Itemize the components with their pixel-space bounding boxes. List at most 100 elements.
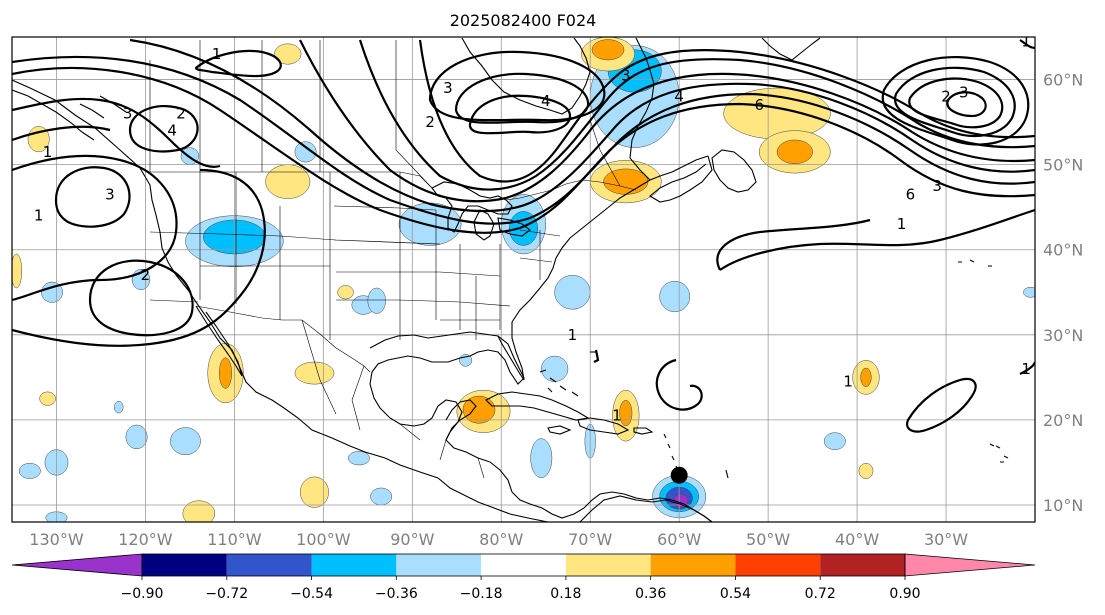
lon-tick-label-3: 100°W (296, 530, 351, 549)
lon-tick-label-5: 80°W (479, 530, 523, 549)
contour-label-17: 3 (932, 177, 942, 195)
shading-blob-23 (462, 395, 496, 424)
contour-label-16: 6 (906, 185, 916, 203)
lon-tick-label-10: 30°W (924, 530, 968, 549)
coastline-newfoundland (711, 149, 757, 193)
state-borders (149, 40, 637, 479)
contour-alaska (194, 49, 282, 78)
colorbar-label-8: 0.72 (805, 586, 836, 602)
shading-blob-27 (860, 367, 872, 387)
shading-blob-21 (294, 361, 335, 385)
colorbar-segment-0 (142, 554, 227, 576)
contour-label-23: 1 (612, 407, 622, 425)
contour-ridge-4 (946, 91, 987, 118)
lon-tick-label-1: 120°W (118, 530, 173, 549)
contour-label-2: 4 (167, 122, 177, 140)
shading-blob-8 (591, 39, 625, 61)
coastline-na-west (12, 79, 549, 522)
contour-pacific-2 (54, 166, 131, 228)
contour-trough-3 (468, 94, 572, 135)
contour-trough-1 (428, 50, 606, 122)
contour-pacific-1 (128, 105, 199, 153)
contour-label-0: 1 (212, 45, 222, 63)
colorbar-label-7: 0.54 (720, 586, 751, 602)
contour-label-8: 3 (443, 79, 453, 97)
storm-center-marker (670, 466, 688, 484)
contour-ridge-2 (893, 66, 1016, 138)
contour-label-21: 1 (1021, 360, 1031, 378)
lat-tick-label-4: 50°N (1043, 156, 1083, 175)
shading-blob-14 (265, 164, 311, 199)
contour-label-10: 4 (541, 92, 551, 110)
contour-pacific-4 (88, 259, 194, 337)
shading-blob-25 (619, 400, 633, 427)
map-frame (11, 36, 1036, 523)
contour-label-15: 3 (959, 83, 969, 101)
coastline-puerto-rico (633, 427, 654, 435)
coastline-south-america (579, 495, 713, 522)
contour-label-12: 4 (674, 88, 684, 106)
us-state-borders (149, 172, 561, 340)
shading-blob-37 (182, 500, 216, 522)
shading-blob-15 (294, 141, 317, 163)
graticule (12, 37, 1035, 522)
contour-lines (12, 38, 1035, 433)
contour-pacific-5 (12, 168, 266, 347)
contour-label-20: 1 (843, 373, 853, 391)
contour-label-4: 1 (43, 143, 53, 161)
coastline-baja (195, 305, 243, 377)
contour-label-14: 2 (941, 88, 951, 106)
contour-label-19: 1 (568, 326, 578, 344)
contour-tropic-2 (655, 358, 703, 411)
contour-pacific-6 (12, 97, 221, 168)
storm-marker-layer (670, 466, 688, 484)
contour-label-11: 3 (621, 66, 631, 84)
contour-label-22: 1 (1021, 32, 1031, 50)
colorbar: −0.90 −0.72 −0.54 −0.36 −0.18 0.18 0.36 0.54 0.7… (11, 553, 1036, 602)
coastline-central-america (489, 461, 713, 522)
lon-tick-label-9: 40°W (835, 530, 879, 549)
contour-nw-1 (12, 125, 111, 142)
contour-pacific-3 (12, 154, 178, 302)
coastlines (12, 37, 1009, 522)
coastline-atlantic-islands (958, 259, 1009, 463)
colorbar-segment-6 (650, 554, 736, 576)
colorbar-segment-4 (481, 554, 566, 576)
lon-tick-label-6: 70°W (568, 530, 612, 549)
colorbar-label-4: −0.18 (460, 586, 503, 602)
colorbar-label-3: −0.36 (375, 586, 418, 602)
contour-subtropical-2 (716, 218, 871, 271)
contour-jet-2 (12, 55, 1035, 225)
shading-blob-55 (1023, 286, 1035, 298)
latitude-tick-labels: 10°N 20°N 30°N 40°N 50°N 60°N (1043, 71, 1083, 515)
lon-tick-label-4: 90°W (390, 530, 434, 549)
colorbar-segment-2 (311, 554, 397, 576)
contour-label-9: 2 (425, 113, 435, 131)
shading-blob-57 (337, 285, 354, 300)
shading-blob-45 (541, 355, 569, 382)
coastline-gulf (369, 331, 525, 463)
colorbar-extend-low (11, 553, 143, 577)
figure-title: 2025082400 F024 (450, 11, 597, 30)
shading-blob-53 (348, 451, 370, 466)
lon-tick-label-7: 60°W (657, 530, 701, 549)
colorbar-segment-8 (820, 554, 905, 576)
shading-blob-48 (41, 281, 63, 303)
shading-blob-56 (12, 253, 23, 289)
contour-trough-2 (454, 72, 590, 124)
colorbar-outline (141, 553, 906, 577)
contour-subtropical (719, 208, 1035, 271)
contour-ne-corner (1019, 39, 1035, 50)
contour-ridge-1 (881, 55, 1030, 146)
contour-jet-5 (358, 39, 1035, 191)
lat-tick-label-3: 40°N (1043, 241, 1083, 260)
colorbar-segment-3 (396, 554, 482, 576)
us-canada-border (150, 171, 637, 201)
coastline-yucatan (445, 399, 477, 441)
shading-blob-46 (823, 432, 846, 450)
colorbar-extend-high (904, 553, 1036, 577)
contour-jet-4 (299, 39, 1035, 203)
